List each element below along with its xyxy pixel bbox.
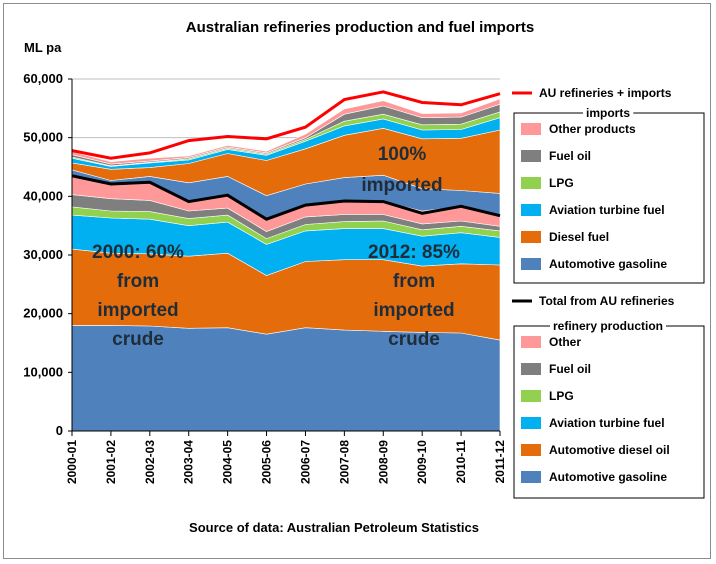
annotation-left: from	[117, 271, 159, 292]
legend-header-refinery: refinery production	[553, 319, 663, 333]
legend-label-refinery-automotive-gasoline: Automotive gasoline	[549, 470, 667, 484]
legend-swatch-refinery-other	[521, 336, 541, 348]
annotation-left: 2000: 60%	[92, 242, 184, 263]
legend-swatch-imports-lpg	[521, 177, 541, 189]
y-tick-label: 20,000	[23, 306, 63, 321]
x-tick-label: 2009-10	[415, 440, 429, 484]
annotation-right: 2012: 85%	[368, 242, 460, 263]
y-tick-label: 60,000	[23, 71, 63, 86]
annotation-right: imported	[373, 300, 454, 321]
legend-label-refinery-automotive-diesel-oil: Automotive diesel oil	[549, 443, 670, 457]
x-tick-label: 2000-01	[65, 440, 79, 484]
legend-header-imports: imports	[586, 106, 630, 120]
legend-swatch-imports-automotive-gasoline	[521, 258, 541, 270]
y-tick-labels: 0 10,000 20,000 30,000 40,000 50,000 60,000	[23, 71, 63, 438]
plot-areas	[71, 98, 501, 432]
legend-header-bg	[582, 106, 634, 120]
axes	[68, 78, 501, 436]
chart-title: Australian refineries production and fue…	[186, 19, 534, 36]
annotation-top: 100%	[378, 144, 427, 165]
line-total-from-au-refineries	[71, 174, 501, 221]
legend-swatch-imports-fuel-oil	[521, 150, 541, 162]
x-tick-label: 2001-02	[104, 440, 118, 484]
y-tick-label: 0	[56, 423, 63, 438]
annotation-right: from	[393, 271, 435, 292]
annotation-left: crude	[112, 329, 164, 350]
legend-label-refinery-fuel-oil: Fuel oil	[549, 362, 591, 376]
x-tick-label: 2003-04	[182, 440, 196, 484]
legend-label-imports-fuel-oil: Fuel oil	[549, 149, 591, 163]
legend-swatch-refinery-automotive-diesel-oil	[521, 444, 541, 456]
x-tick-label: 2010-11	[454, 440, 468, 484]
annotation-right: crude	[388, 329, 440, 350]
legend-swatch-refinery-automotive-gasoline	[521, 471, 541, 483]
y-tick-label: 30,000	[23, 247, 63, 262]
plot-lines	[71, 90, 501, 221]
chart-svg: Australian refineries production and fue…	[23, 19, 705, 535]
legend-swatch-imports-aviation-turbine-fuel	[521, 204, 541, 216]
legend-label-imports-aviation-turbine-fuel: Aviation turbine fuel	[549, 203, 665, 217]
x-tick-label: 2006-07	[298, 440, 312, 484]
y-tick-label: 10,000	[23, 364, 63, 379]
legend-label-imports-automotive-gasoline: Automotive gasoline	[549, 257, 667, 271]
chart-frame: Australian refineries production and fue…	[3, 3, 711, 559]
y-tick-label: 40,000	[23, 188, 63, 203]
annotations: 2000: 60% from imported crude 2012: 85% from i…	[92, 144, 460, 350]
legend-swatch-refinery-lpg	[521, 390, 541, 402]
x-tick-label: 2007-08	[337, 440, 351, 484]
line-au-refineries-imports	[71, 90, 501, 160]
y-axis-unit: ML pa	[24, 40, 62, 55]
legend-swatch-imports-diesel-fuel	[521, 231, 541, 243]
legend-label-refinery-aviation-turbine-fuel: Aviation turbine fuel	[549, 416, 665, 430]
legend-label-imports-lpg: LPG	[549, 176, 574, 190]
y-tick-label: 50,000	[23, 130, 63, 145]
area-imports-other-products	[71, 98, 501, 165]
legend-swatch-refinery-fuel-oil	[521, 363, 541, 375]
annotation-left: imported	[97, 300, 178, 321]
annotation-top: imported	[361, 175, 442, 196]
legend-label-refinery-lpg: LPG	[549, 389, 574, 403]
x-tick-label: 2002-03	[143, 440, 157, 484]
x-tick-label: 2005-06	[260, 440, 274, 484]
legend-label-imports-diesel-fuel: Diesel fuel	[549, 230, 609, 244]
legend-swatch-refinery-aviation-turbine-fuel	[521, 417, 541, 429]
legend-label-refinery-other: Other	[549, 335, 581, 349]
x-tick-labels: 2000-01 2001-02 2002-03 2003-04 2004-05 2005-…	[65, 440, 507, 484]
legend-header-bg	[549, 319, 667, 333]
legend-label-line-top: AU refineries + imports	[539, 86, 672, 100]
source-note: Source of data: Australian Petroleum Sta…	[189, 520, 479, 535]
legend-swatch-imports-other-products	[521, 123, 541, 135]
x-tick-label: 2004-05	[221, 440, 235, 484]
x-tick-label: 2011-12	[493, 440, 507, 484]
legend: AU refineries + imports imports Other prod…	[512, 86, 705, 499]
x-tick-label: 2008-09	[376, 440, 390, 484]
legend-label-line-bottom: Total from AU refineries	[539, 294, 675, 308]
legend-label-imports-other-products: Other products	[549, 122, 636, 136]
